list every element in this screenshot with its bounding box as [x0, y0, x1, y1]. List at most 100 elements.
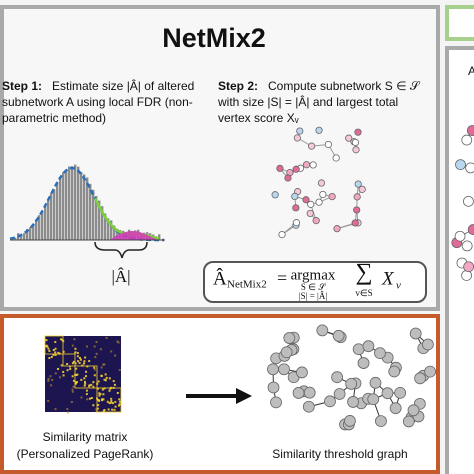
matrix-cell — [54, 353, 57, 356]
matrix-cell — [47, 379, 50, 382]
formula-op-under1: S ∈ 𝒮 — [301, 282, 326, 292]
hist-bar — [41, 211, 44, 240]
node — [354, 128, 362, 136]
formula-lhs: Â — [213, 267, 227, 289]
matrix-cell — [71, 375, 74, 378]
hist-bar — [83, 174, 86, 240]
hist-bar — [23, 233, 26, 240]
node — [296, 127, 304, 135]
node — [352, 343, 365, 356]
matrix-cell — [72, 385, 75, 388]
matrix-cell — [66, 369, 69, 372]
matrix-cell — [110, 400, 113, 403]
node — [347, 396, 359, 408]
node — [331, 371, 344, 384]
matrix-cell — [85, 393, 88, 396]
matrix-cell — [61, 338, 64, 341]
hist-bar — [92, 189, 95, 240]
matrix-cell — [85, 345, 88, 348]
matrix-cell — [88, 397, 91, 400]
matrix-cell — [110, 350, 113, 353]
matrix-cell — [95, 408, 98, 411]
hist-bar — [14, 237, 17, 240]
right-network — [451, 125, 474, 281]
hist-bar — [65, 171, 68, 240]
node — [280, 346, 293, 359]
node — [455, 159, 466, 171]
brace-label: |Â| — [111, 267, 130, 286]
matrix-cell — [88, 385, 91, 388]
step-line: Estimate size |Â| of altered — [52, 78, 194, 93]
matrix-cell — [80, 396, 83, 399]
matrix-cell — [114, 405, 117, 408]
step-line: Compute subnetwork S ∈ 𝒮 — [268, 79, 421, 93]
matrix-cell — [68, 365, 71, 368]
matrix-block — [62, 353, 76, 367]
node — [292, 219, 301, 227]
node — [354, 180, 362, 188]
hist-bar — [56, 183, 59, 240]
hist-bar — [53, 189, 56, 240]
hist-bar — [113, 225, 116, 240]
node — [293, 134, 301, 142]
right-header-box — [445, 5, 474, 41]
matrix-cell — [83, 380, 86, 383]
matrix-cell — [113, 383, 116, 386]
node — [302, 196, 310, 204]
node — [351, 138, 360, 147]
matrix-cell — [112, 380, 115, 383]
node — [271, 191, 279, 199]
matrix-cell — [97, 380, 100, 383]
matrix-cell — [74, 351, 77, 354]
matrix-cell — [113, 408, 116, 411]
node — [328, 193, 336, 201]
node — [332, 329, 345, 342]
similarity-matrix — [44, 335, 122, 414]
matrix-cell — [93, 368, 96, 371]
matrix-cell — [75, 367, 78, 370]
node — [302, 400, 315, 413]
hist-bar — [107, 218, 110, 240]
node — [315, 126, 323, 134]
matrix-cell — [102, 393, 105, 396]
matrix-cell — [94, 356, 97, 359]
matrix-cell — [57, 351, 60, 354]
matrix-cell — [66, 363, 69, 366]
matrix-cell — [93, 366, 96, 369]
matrix-cell — [45, 339, 48, 342]
matrix-cell — [75, 382, 78, 385]
matrix-cell — [71, 390, 74, 393]
matrix-cell — [98, 399, 101, 402]
matrix-cell — [83, 360, 86, 363]
matrix-cell — [118, 368, 121, 371]
matrix-cell — [93, 374, 96, 377]
hist-bar — [95, 196, 98, 240]
node — [465, 162, 474, 174]
matrix-cell — [47, 377, 50, 380]
matrix-cell — [103, 378, 106, 381]
subnetwork-illustration — [271, 126, 366, 239]
node — [389, 402, 402, 415]
matrix-label: Similarity matrix — [43, 430, 128, 444]
matrix-cell — [62, 370, 65, 373]
hist-bar — [44, 205, 47, 240]
threshold-graph — [267, 324, 437, 431]
formula-lhs-sub: NetMix2 — [227, 279, 267, 291]
matrix-cell — [100, 399, 103, 402]
matrix-cell — [78, 356, 81, 359]
matrix-cell — [48, 357, 51, 360]
node — [315, 198, 323, 206]
matrix-cell — [67, 411, 70, 414]
matrix-cell — [84, 356, 87, 359]
hist-bar — [158, 234, 161, 240]
matrix-cell — [83, 384, 86, 387]
node — [292, 387, 305, 399]
matrix-cell — [48, 349, 51, 352]
hist-bar — [59, 176, 62, 240]
formula-box — [203, 261, 427, 303]
matrix-cell — [116, 391, 119, 394]
matrix-cell — [76, 352, 79, 355]
matrix-cell — [71, 344, 74, 347]
matrix-cell — [96, 407, 99, 410]
